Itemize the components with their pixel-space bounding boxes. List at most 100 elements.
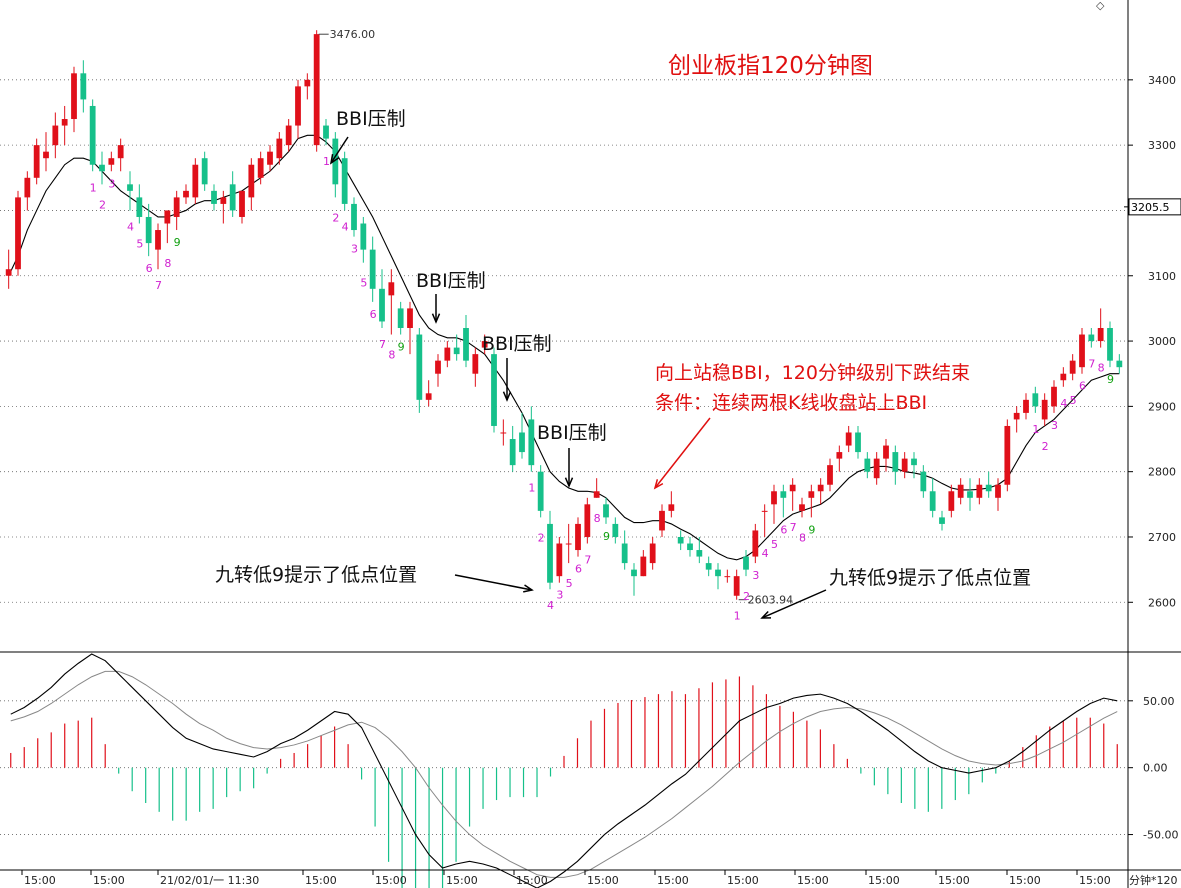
candle-body <box>248 164 255 198</box>
time-tick-label: 15:00 <box>1009 874 1041 887</box>
candle-body <box>957 484 964 498</box>
candle-body <box>183 190 189 198</box>
candle-body <box>733 576 740 596</box>
price-tick-label: 3100 <box>1148 270 1176 283</box>
candle-body <box>817 484 824 492</box>
bbi-line-layer <box>8 134 1120 561</box>
candle-body <box>771 491 777 505</box>
td-count-label: 9 <box>1107 373 1114 386</box>
candle-body <box>575 523 581 551</box>
time-tick-label: 15:00 <box>305 874 337 887</box>
td-count-label: 3 <box>1051 419 1058 432</box>
candle-body <box>920 471 927 492</box>
td-count-label: 6 <box>370 308 377 321</box>
bbi-arrow-3-head <box>502 391 512 402</box>
time-tick-label: 15:00 <box>516 874 548 887</box>
red-arrow-head <box>653 479 664 490</box>
candle-body <box>500 432 507 434</box>
candle-body <box>780 491 787 498</box>
candle-body <box>948 491 955 511</box>
candle-body <box>285 125 292 146</box>
candle-body <box>752 530 759 557</box>
candle-body <box>33 145 40 178</box>
candle-body <box>509 439 516 466</box>
annotation-arrows <box>329 136 827 619</box>
candle-body <box>211 190 217 204</box>
candle-body <box>631 569 637 577</box>
bbi-arrow-4-head <box>564 477 574 488</box>
candle-series: 3476.00 2603.94 <box>5 28 1123 607</box>
candle-body <box>192 164 199 198</box>
candle-body <box>1023 399 1029 413</box>
candle-body <box>24 177 31 198</box>
bbi-annotation-4: BBI压制 <box>537 422 607 444</box>
current-price-box <box>1128 198 1181 216</box>
time-tick-label: 15:00 <box>868 874 900 887</box>
candle-body <box>668 504 675 511</box>
candle-body <box>808 491 815 498</box>
time-tick-label: 15:00 <box>375 874 407 887</box>
candle-body <box>985 484 992 492</box>
price-tick-label: 3300 <box>1148 139 1176 152</box>
candle-body <box>136 197 143 217</box>
td-count-label: 6 <box>1079 380 1086 393</box>
time-tick-label: 15:00 <box>797 874 829 887</box>
candle-body <box>360 223 367 250</box>
candle-body <box>649 543 656 564</box>
candle-body <box>659 510 665 531</box>
price-tick-label: 2600 <box>1148 596 1176 609</box>
candle-body <box>939 517 945 524</box>
candle-body <box>845 432 852 446</box>
candle-body <box>556 543 563 577</box>
candle-body <box>313 34 320 146</box>
candle-body <box>295 86 301 126</box>
td-count-label: 2 <box>743 590 750 603</box>
candle-body <box>267 151 273 165</box>
nine-turn-arrow-1-head <box>523 584 534 593</box>
candle-body <box>1088 334 1095 342</box>
candle-body <box>603 504 609 518</box>
macd-tick-label: 50.00 <box>1143 695 1175 708</box>
candle-body <box>1004 425 1011 485</box>
candle-body <box>724 576 731 578</box>
candle-body <box>89 105 96 165</box>
candle-body <box>855 432 861 453</box>
candle-body <box>929 491 936 511</box>
candle-body <box>761 510 768 512</box>
candle-body <box>827 465 833 485</box>
candle-body <box>715 569 721 577</box>
td-count-label: 2 <box>99 198 106 211</box>
td-count-label: 3 <box>752 569 759 582</box>
candle-body <box>229 184 236 211</box>
candle-body <box>71 73 77 120</box>
candle-body <box>1032 393 1039 407</box>
candle-body <box>547 523 553 583</box>
candle-body <box>15 197 21 270</box>
candle-body <box>397 308 404 328</box>
td-count-label: 4 <box>547 599 554 612</box>
candle-body <box>407 308 413 328</box>
current-price-label: 3205.5 <box>1131 201 1170 214</box>
candle-body <box>304 79 311 87</box>
candle-body <box>584 504 591 537</box>
time-tick-label: 15:00 <box>657 874 689 887</box>
candle-body <box>80 73 87 100</box>
time-tick-label: 15:00 <box>446 874 478 887</box>
candle-body <box>61 119 68 126</box>
td-count-label: 4 <box>342 220 349 233</box>
candle-body <box>640 556 647 577</box>
candle-body <box>155 230 161 250</box>
candle-body <box>388 282 395 296</box>
td-count-label: 9 <box>808 523 815 536</box>
td-count-label: 5 <box>360 277 367 290</box>
bbi-annotation-2: BBI压制 <box>416 270 486 292</box>
candle-body <box>164 210 171 224</box>
candle-body <box>836 452 843 459</box>
time-tick-label: 15:00 <box>727 874 759 887</box>
candle-body <box>127 184 133 191</box>
nine-turn-annotation-2: 九转低9提示了低点位置 <box>829 567 1032 589</box>
price-tick-label: 3400 <box>1148 74 1176 87</box>
td-count-label: 7 <box>1088 358 1095 371</box>
